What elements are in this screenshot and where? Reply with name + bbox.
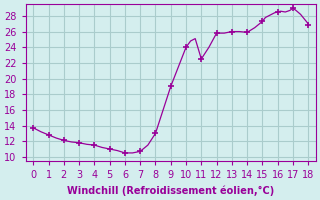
X-axis label: Windchill (Refroidissement éolien,°C): Windchill (Refroidissement éolien,°C) (67, 185, 274, 196)
